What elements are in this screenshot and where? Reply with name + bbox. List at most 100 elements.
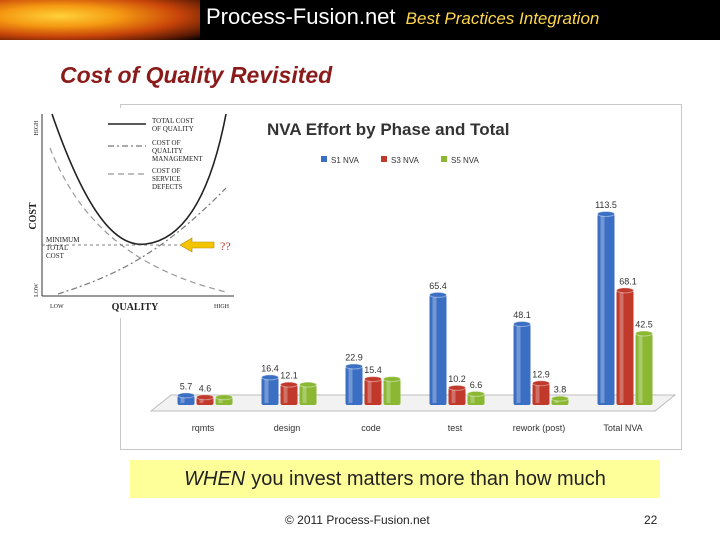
- bar-cap-0-0: [177, 392, 195, 399]
- data-label-0-4: 48.1: [513, 310, 531, 320]
- data-label-0-5: 113.5: [595, 200, 617, 210]
- coq-y-tick-low: LOW: [34, 283, 40, 297]
- slide-title: Cost of Quality Revisited: [60, 62, 333, 88]
- minimum-total-cost-label: TOTAL: [46, 244, 68, 252]
- coq-legend-label: COST OF: [152, 167, 181, 175]
- bar-cap-2-3: [467, 390, 485, 397]
- category-label-3: test: [448, 423, 463, 433]
- bar-cap-2-1: [299, 381, 317, 388]
- bar-2-1: [299, 384, 317, 405]
- coq-legend-label: SERVICE: [152, 175, 181, 183]
- bar-highlight-1-5: [619, 292, 624, 403]
- data-label-1-1: 12.1: [280, 371, 298, 381]
- bar-highlight-2-3: [470, 395, 475, 403]
- bar-0-2: [345, 366, 363, 405]
- yellow-arrow: [179, 237, 215, 253]
- bar-0-1: [261, 377, 279, 405]
- bar-cap-1-0: [196, 394, 214, 401]
- bar-1-1: [280, 384, 298, 405]
- coq-legend-label: OF QUALITY: [152, 125, 194, 133]
- sun-image: [0, 0, 200, 40]
- bar-cap-0-5: [597, 210, 615, 217]
- bar-highlight-1-3: [451, 389, 456, 403]
- bar-highlight-0-0: [180, 397, 185, 403]
- category-label-2: code: [361, 423, 381, 433]
- data-label-1-2: 15.4: [364, 365, 382, 375]
- bar-cap-1-1: [280, 381, 298, 388]
- bar-highlight-1-2: [367, 381, 372, 403]
- data-label-1-3: 10.2: [448, 374, 466, 384]
- category-label-0: rqmts: [192, 423, 215, 433]
- bar-highlight-0-1: [264, 379, 269, 403]
- bar-cap-2-5: [635, 330, 653, 337]
- coq-legend-label: TOTAL COST: [152, 117, 194, 125]
- bar-cap-2-4: [551, 395, 569, 402]
- bar-cap-1-4: [532, 380, 550, 387]
- bar-0-3: [429, 294, 447, 405]
- bar-2-2: [383, 379, 401, 405]
- brand-logo: Process-Fusion.net Best Practices Integr…: [206, 4, 599, 30]
- data-label-0-0: 5.7: [180, 381, 193, 391]
- bar-cap-0-3: [429, 291, 447, 298]
- bar-highlight-2-2: [386, 381, 391, 403]
- category-label-5: Total NVA: [603, 423, 642, 433]
- category-label-4: rework (post): [513, 423, 566, 433]
- coq-x-tick-high: HIGH: [214, 304, 230, 310]
- defect-cost-curve: [49, 147, 227, 293]
- legend-label-2: S5 NVA: [451, 156, 480, 165]
- total-cost-curve: [51, 113, 227, 246]
- bar-highlight-0-3: [432, 296, 437, 403]
- bar-highlight-2-5: [638, 335, 643, 403]
- bar-cap-0-4: [513, 321, 531, 328]
- bar-highlight-0-5: [600, 215, 605, 403]
- legend-swatch-1: [381, 156, 387, 162]
- callout-emphasis: WHEN: [184, 467, 246, 490]
- bar-0-4: [513, 324, 531, 405]
- callout-text: you invest matters more than how much: [251, 467, 606, 490]
- bar-0-5: [597, 213, 615, 405]
- nva-bar-chart: NVA Effort by Phase and Total S1 NVA S3 NV…: [149, 120, 677, 433]
- bar-highlight-1-0: [199, 399, 204, 403]
- legend-swatch-2: [441, 156, 447, 162]
- data-label-1-0: 4.6: [199, 383, 212, 393]
- bar-2-5: [635, 333, 653, 405]
- coq-x-tick-low: LOW: [50, 304, 64, 310]
- bar-cap-1-2: [364, 376, 382, 383]
- data-label-0-3: 65.4: [429, 281, 447, 291]
- data-label-0-1: 16.4: [261, 363, 279, 373]
- footer-copyright: © 2011 Process-Fusion.net: [285, 513, 430, 527]
- bar-highlight-2-1: [302, 386, 307, 403]
- coq-legend-label: DEFECTS: [152, 183, 182, 191]
- legend-label-0: S1 NVA: [331, 156, 360, 165]
- data-label-2-3: 6.6: [470, 380, 483, 390]
- header-banner: Process-Fusion.net Best Practices Integr…: [0, 0, 720, 40]
- legend-swatch-0: [321, 156, 327, 162]
- coq-y-axis-label: COST: [28, 202, 39, 230]
- bar-highlight-0-4: [516, 326, 521, 403]
- bar-cap-2-0: [215, 394, 233, 401]
- bar-highlight-0-2: [348, 368, 353, 403]
- coq-x-axis-label: QUALITY: [112, 302, 159, 313]
- bar-0-0: [177, 395, 195, 405]
- page-number: 22: [644, 513, 658, 527]
- bar-1-3: [448, 387, 466, 405]
- bar-cap-0-1: [261, 374, 279, 381]
- coq-legend-label: MANAGEMENT: [152, 155, 203, 163]
- cost-of-quality-diagram: TOTAL COST OF QUALITY COST OF QUALITY MANAGE…: [28, 108, 238, 318]
- data-label-2-4: 3.8: [554, 385, 567, 395]
- legend-label-1: S3 NVA: [391, 156, 420, 165]
- bar-2-3: [467, 393, 485, 405]
- category-label-1: design: [274, 423, 301, 433]
- minimum-total-cost-label: COST: [46, 252, 65, 260]
- chart-title: NVA Effort by Phase and Total: [267, 120, 509, 139]
- bar-cap-1-5: [616, 287, 634, 294]
- coq-y-tick-high: HIGH: [34, 120, 40, 136]
- data-label-1-4: 12.9: [532, 369, 550, 379]
- minimum-total-cost-label: MINIMUM: [46, 236, 80, 244]
- bar-1-2: [364, 379, 382, 405]
- bar-cap-0-2: [345, 363, 363, 370]
- bar-cap-1-3: [448, 384, 466, 391]
- data-label-0-2: 22.9: [345, 352, 363, 362]
- bar-highlight-1-4: [535, 385, 540, 403]
